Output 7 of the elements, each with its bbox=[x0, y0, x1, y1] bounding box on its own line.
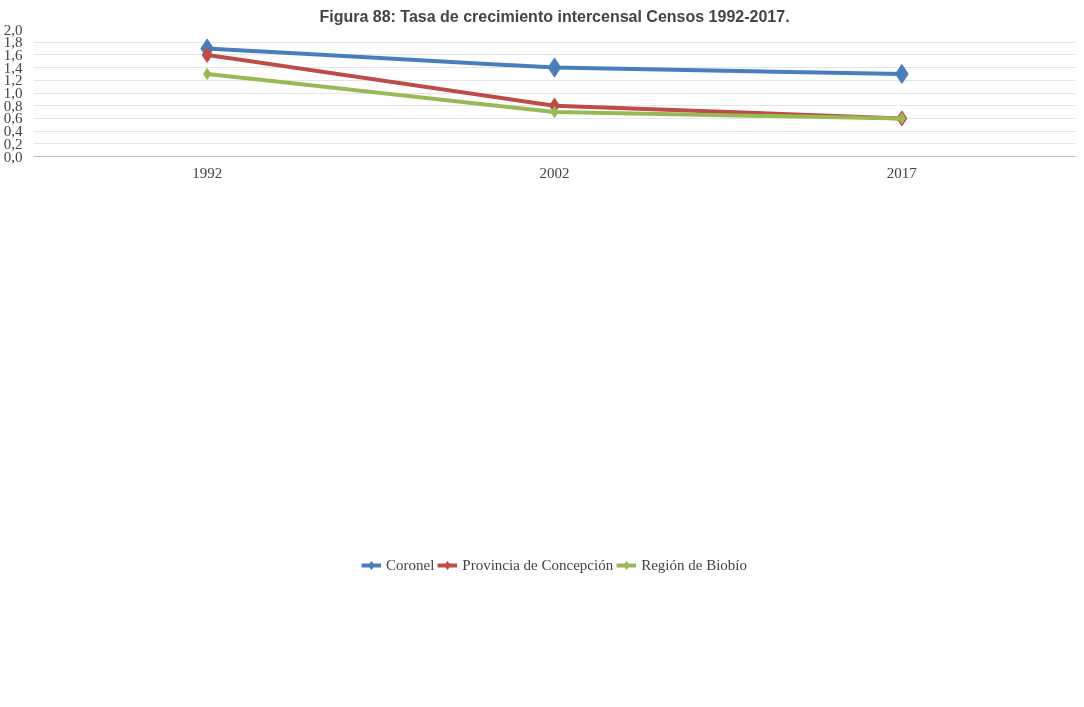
legend-label: Región de Biobío bbox=[641, 556, 747, 574]
chart-title: Figura 88: Tasa de crecimiento intercensal Censos 1992-2017. bbox=[319, 7, 790, 25]
legend-label: Provincia de Concepción bbox=[462, 556, 614, 574]
x-tick-label: 1992 bbox=[192, 164, 223, 181]
legend-label: Coronel bbox=[386, 556, 435, 574]
x-tick-label: 2002 bbox=[539, 164, 570, 181]
x-tick-label: 2017 bbox=[886, 164, 918, 181]
